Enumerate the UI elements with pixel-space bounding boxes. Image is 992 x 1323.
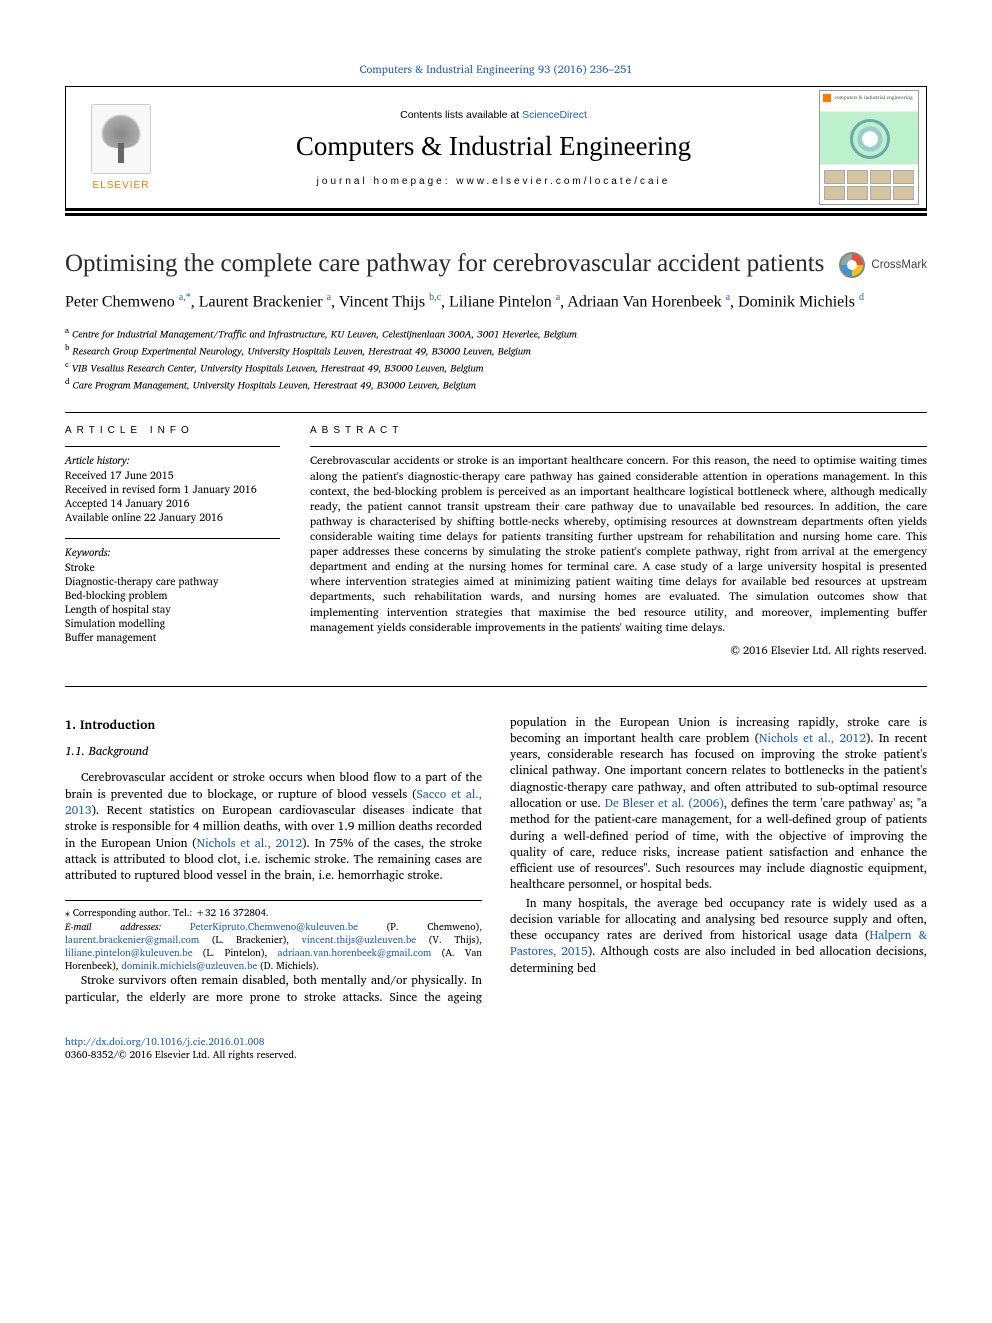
p3-text-a: In many hospitals, the average bed occup… xyxy=(510,894,927,946)
crossmark-label: CrossMark xyxy=(871,259,927,271)
body-columns: 1. Introduction 1.1. Background Cerebrov… xyxy=(65,715,927,1006)
affiliation: a Centre for Industrial Management/Traff… xyxy=(65,325,927,342)
journal-reference[interactable]: Computers & Industrial Engineering 93 (2… xyxy=(65,60,927,78)
authors: Peter Chemweno a,*, Laurent Brackenier a… xyxy=(65,291,927,313)
masthead: ELSEVIER Contents lists available at Sci… xyxy=(65,86,927,211)
info-divider-top xyxy=(65,412,927,413)
keywords-block: Keywords: StrokeDiagnostic-therapy care … xyxy=(65,538,280,644)
article-info-head: ARTICLE INFO xyxy=(65,425,280,436)
keywords-label: Keywords: xyxy=(65,545,280,559)
info-divider-bottom xyxy=(65,686,927,687)
affiliation: b Research Group Experimental Neurology,… xyxy=(65,342,927,359)
publisher-name: ELSEVIER xyxy=(93,180,150,191)
section-1-head: 1. Introduction xyxy=(65,717,482,734)
article-title: Optimising the complete care pathway for… xyxy=(65,248,827,279)
affiliations: a Centre for Industrial Management/Traff… xyxy=(65,325,927,392)
issn-copyright: 0360-8352/© 2016 Elsevier Ltd. All right… xyxy=(65,1049,927,1063)
journal-name: Computers & Industrial Engineering xyxy=(296,131,691,162)
elsevier-tree-icon xyxy=(91,104,151,174)
masthead-rule xyxy=(65,213,927,216)
cover-gear-icon xyxy=(850,119,890,159)
sciencedirect-link[interactable]: ScienceDirect xyxy=(522,109,587,121)
contents-prefix: Contents lists available at xyxy=(400,109,522,121)
contents-available: Contents lists available at ScienceDirec… xyxy=(400,109,587,121)
publisher-block: ELSEVIER xyxy=(66,87,176,208)
paragraph-1: Cerebrovascular accident or stroke occur… xyxy=(65,770,482,884)
crossmark-icon xyxy=(839,252,865,278)
paragraph-3: In many hospitals, the average bed occup… xyxy=(510,896,927,977)
journal-homepage: journal homepage: www.elsevier.com/locat… xyxy=(317,176,671,187)
affiliation: d Care Program Management, University Ho… xyxy=(65,376,927,393)
cover-thumb-container: computers & industrial engineering xyxy=(811,87,926,208)
crossmark-badge[interactable]: CrossMark xyxy=(839,252,927,278)
abstract-head: ABSTRACT xyxy=(310,425,927,436)
section-1-1-head: 1.1. Background xyxy=(65,744,482,761)
cover-caption: computers & industrial engineering xyxy=(835,94,913,102)
abstract-text: Cerebrovascular accidents or stroke is a… xyxy=(310,453,927,634)
abstract-copyright: © 2016 Elsevier Ltd. All rights reserved… xyxy=(310,643,927,658)
affiliation: c VIB Vesalius Research Center, Universi… xyxy=(65,359,927,376)
email-addresses: E-mail addresses: PeterKipruto.Chemweno@… xyxy=(65,921,482,974)
cover-bars-icon xyxy=(824,170,914,200)
article-history: Article history: Received 17 June 2015 R… xyxy=(65,446,280,524)
history-online: Available online 22 January 2016 xyxy=(65,510,280,524)
keyword: Buffer management xyxy=(65,630,280,644)
journal-cover-thumb: computers & industrial engineering xyxy=(819,90,919,205)
page-footer: http://dx.doi.org/10.1016/j.cie.2016.01.… xyxy=(65,1036,927,1063)
footnotes: ⁎ Corresponding author. Tel.: +32 16 372… xyxy=(65,900,482,973)
keywords-list: StrokeDiagnostic-therapy care pathwayBed… xyxy=(65,560,280,645)
